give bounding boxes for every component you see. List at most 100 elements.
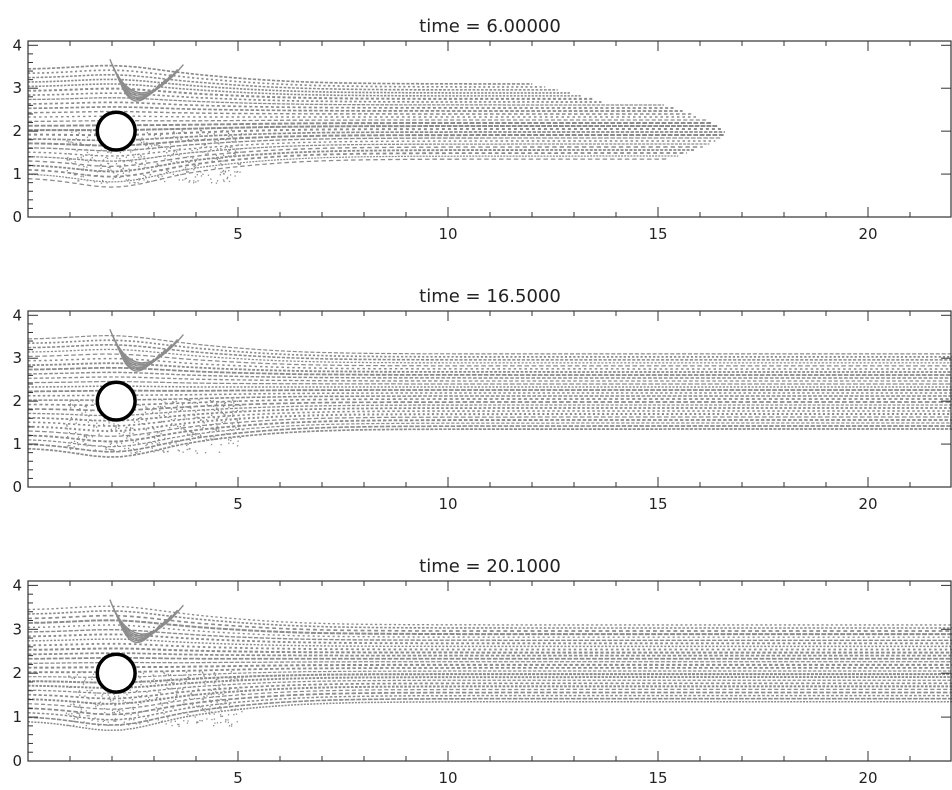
particle <box>198 671 201 673</box>
streakline <box>28 143 710 162</box>
particle <box>209 713 211 715</box>
particle <box>139 138 141 140</box>
particle <box>86 445 88 447</box>
particle <box>236 419 238 421</box>
particle <box>189 399 191 402</box>
particle <box>206 157 209 160</box>
particle <box>164 180 166 183</box>
particle <box>186 722 189 724</box>
particle <box>206 428 208 430</box>
particle <box>167 702 169 705</box>
particle <box>145 144 147 147</box>
particle <box>85 174 87 176</box>
particle <box>138 158 141 161</box>
particle <box>190 693 192 695</box>
particle <box>228 439 230 441</box>
particle <box>129 689 131 691</box>
particle <box>203 440 205 442</box>
particle <box>242 693 244 696</box>
particle <box>231 423 233 425</box>
particle <box>210 711 213 713</box>
particle <box>72 703 75 705</box>
particle <box>79 714 81 717</box>
particle <box>155 144 158 146</box>
particle <box>89 692 91 694</box>
particle <box>79 694 81 696</box>
particle <box>163 451 165 453</box>
particle <box>108 448 110 450</box>
particle <box>178 410 180 412</box>
particle <box>103 719 106 721</box>
y-tick-label: 3 <box>12 620 22 638</box>
particle <box>120 724 122 726</box>
particle <box>204 708 206 710</box>
particle <box>202 672 204 674</box>
particle <box>179 680 181 682</box>
particle <box>189 431 191 433</box>
particle <box>132 427 134 429</box>
particle <box>125 174 127 176</box>
particle <box>138 443 140 446</box>
particle <box>130 722 132 725</box>
particle <box>197 721 199 723</box>
particle <box>169 143 172 145</box>
particle <box>176 408 178 411</box>
particle <box>99 701 101 703</box>
particle <box>182 451 184 453</box>
particle <box>225 163 227 166</box>
particle <box>214 722 216 724</box>
particle <box>169 172 171 174</box>
particle <box>128 178 130 181</box>
particle <box>155 707 158 709</box>
particle <box>238 428 240 430</box>
particle <box>117 708 119 711</box>
particle <box>240 708 242 710</box>
particle <box>176 690 178 692</box>
particle <box>237 440 239 442</box>
particle <box>107 169 109 171</box>
particle <box>132 702 134 704</box>
particle <box>137 418 140 420</box>
particle <box>235 151 237 153</box>
particle <box>127 435 129 438</box>
particle <box>130 452 132 454</box>
particle <box>120 165 122 168</box>
particle <box>95 703 97 706</box>
particle <box>94 694 96 696</box>
particle <box>239 148 242 150</box>
x-tick-label: 20 <box>858 495 877 513</box>
particle <box>224 147 226 149</box>
particle <box>151 426 154 428</box>
particle <box>170 677 172 680</box>
particle <box>126 437 128 439</box>
particle <box>169 403 171 405</box>
particle <box>156 696 158 699</box>
particle <box>160 426 162 428</box>
particle <box>218 143 220 145</box>
particle <box>199 719 201 722</box>
particle <box>145 406 147 408</box>
particle <box>237 423 240 425</box>
particle <box>112 178 114 180</box>
particle <box>151 709 154 711</box>
particle <box>214 688 216 690</box>
particle <box>180 428 182 430</box>
particle <box>111 449 113 451</box>
particle <box>74 406 76 408</box>
particle <box>173 136 175 138</box>
particle <box>122 700 124 702</box>
particle <box>80 156 82 159</box>
particle <box>163 702 165 704</box>
particle <box>210 693 212 695</box>
particle <box>140 702 142 704</box>
particle <box>83 434 85 437</box>
particle <box>78 690 81 692</box>
particle <box>91 420 93 422</box>
particle <box>135 452 137 454</box>
particle <box>187 443 189 445</box>
particle <box>184 416 186 418</box>
particle <box>220 721 222 724</box>
particle <box>185 132 187 135</box>
particle <box>185 418 187 420</box>
particle <box>193 165 195 168</box>
